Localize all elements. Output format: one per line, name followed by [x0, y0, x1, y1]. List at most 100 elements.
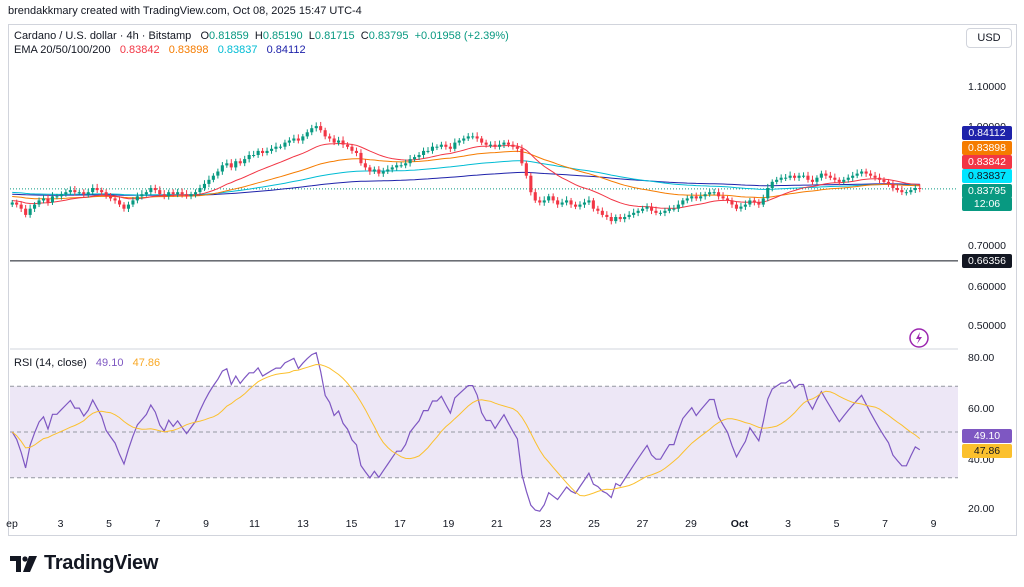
candle-body	[167, 192, 171, 197]
candle-body	[448, 146, 452, 149]
candle-body	[784, 177, 788, 179]
candle-body	[162, 194, 166, 197]
candle-body	[283, 142, 287, 147]
candle-body	[582, 202, 586, 205]
candle-body	[685, 198, 689, 201]
candle-body	[708, 192, 712, 195]
candle-body	[462, 138, 466, 141]
rsi-label[interactable]: RSI (14, close)	[14, 357, 87, 369]
candle-body	[788, 175, 792, 178]
ema200-value: 0.84112	[266, 44, 306, 56]
candle-body	[663, 210, 667, 213]
candle-body	[332, 138, 336, 143]
last-price-tag: 0.83795	[962, 184, 1012, 198]
candle-body	[86, 192, 90, 195]
candle-body	[28, 208, 32, 215]
candle-body	[328, 136, 332, 139]
candle-body	[511, 144, 515, 147]
chart-frame	[8, 24, 1017, 536]
candle-body	[904, 192, 908, 194]
candle-body	[278, 146, 282, 148]
currency-button[interactable]: USD	[966, 28, 1012, 48]
candle-body	[59, 194, 63, 197]
candle-body	[381, 171, 385, 174]
candle-body	[574, 204, 578, 207]
candle-body	[681, 200, 685, 205]
x-tick-label: 9	[930, 518, 937, 530]
candle-body	[726, 198, 730, 201]
rsi-ma-line	[11, 363, 921, 497]
candle-body	[891, 183, 895, 188]
candle-body	[100, 190, 104, 193]
candle-body	[37, 200, 41, 205]
rsi-legend: RSI (14, close) 49.10 47.86	[14, 357, 160, 369]
x-tick-label: 17	[394, 518, 406, 530]
x-tick-label: 11	[249, 518, 260, 530]
candle-body	[806, 175, 810, 180]
candle-body	[900, 190, 904, 193]
candle-body	[359, 152, 363, 164]
candle-body	[775, 179, 779, 182]
change-value: +0.01958 (+2.39%)	[414, 30, 509, 42]
candle-body	[667, 208, 671, 211]
candle-body	[24, 208, 28, 215]
candle-body	[95, 188, 99, 191]
candle-body	[480, 138, 484, 143]
candle-body	[918, 188, 922, 189]
candle-body	[417, 155, 421, 158]
candle-body	[645, 206, 649, 209]
candle-body	[636, 210, 640, 213]
candle-body	[252, 155, 256, 156]
candle-body	[869, 173, 873, 176]
x-tick-label: 13	[297, 518, 309, 530]
lightning-icon[interactable]	[909, 328, 929, 348]
candle-body	[690, 196, 694, 199]
open-value: 0.81859	[209, 30, 249, 42]
candle-body	[578, 204, 582, 207]
candle-body	[600, 210, 604, 215]
symbol-name[interactable]: Cardano / U.S. dollar · 4h · Bitstamp	[14, 30, 192, 42]
candle-body	[609, 217, 613, 222]
candle-body	[873, 175, 877, 178]
candle-body	[506, 142, 510, 145]
candle-body	[202, 183, 206, 188]
candle-body	[542, 200, 546, 203]
ema100-line	[12, 160, 920, 196]
candle-body	[757, 202, 761, 205]
candle-body	[591, 200, 595, 209]
price-tick: 0.60000	[968, 281, 1006, 293]
candle-body	[270, 148, 274, 151]
candle-body	[895, 188, 899, 191]
candle-body	[520, 148, 524, 164]
candle-body	[886, 181, 890, 184]
tradingview-logo[interactable]: TradingView	[10, 552, 158, 575]
candle-body	[654, 210, 658, 213]
x-tick-label: 9	[203, 518, 209, 530]
candle-body	[793, 175, 797, 178]
candle-body	[439, 144, 443, 147]
candle-body	[413, 157, 417, 160]
ema100-tag: 0.83837	[962, 169, 1012, 183]
candle-body	[422, 150, 426, 155]
x-tick-label: 5	[833, 518, 840, 530]
candle-body	[489, 144, 493, 146]
ema20-value: 0.83842	[119, 44, 160, 56]
candle-body	[819, 173, 823, 178]
candle-body	[225, 163, 229, 166]
candle-body	[484, 142, 488, 145]
candle-body	[350, 146, 354, 151]
candle-body	[560, 202, 564, 205]
candle-body	[91, 188, 95, 193]
ema50-line	[12, 150, 920, 200]
candle-body	[296, 138, 300, 141]
candle-body	[77, 192, 81, 194]
ema-label[interactable]: EMA 20/50/100/200	[14, 44, 111, 56]
candle-body	[126, 204, 130, 209]
candle-body	[180, 192, 184, 195]
candle-body	[399, 165, 403, 167]
rsi-band	[10, 386, 958, 478]
x-tick-label: 5	[106, 518, 112, 530]
candle-body	[319, 126, 323, 131]
candle-body	[797, 175, 801, 178]
